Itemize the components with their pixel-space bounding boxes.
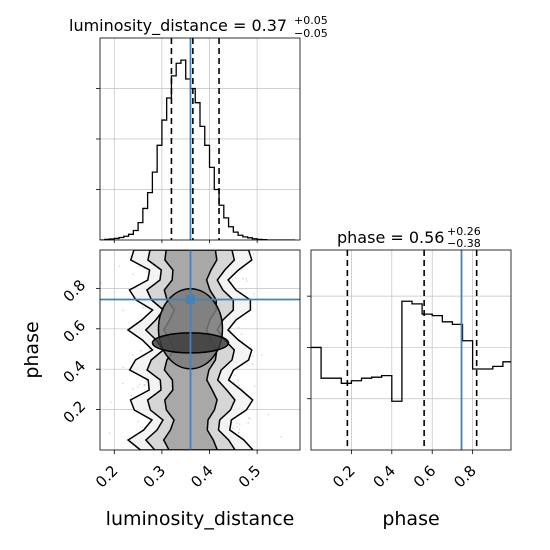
joint-scatter-point bbox=[238, 423, 241, 426]
hist-phase-panel: 0.2 0.4 0.6 0.8 phase = 0.56 +0.26 −0.38 bbox=[307, 225, 512, 491]
joint-scatter-point bbox=[131, 354, 134, 356]
joint-scatter-point bbox=[144, 383, 147, 386]
joint-xtick-label: 0.2 bbox=[92, 462, 122, 492]
joint-scatter-point bbox=[238, 384, 241, 387]
joint-frame bbox=[99, 249, 301, 451]
hist-phase-xtick-label: 0.8 bbox=[450, 462, 480, 492]
joint-scatter-point bbox=[233, 374, 236, 377]
joint-scatter-point bbox=[118, 265, 120, 267]
joint-scatter-point bbox=[253, 385, 256, 387]
joint-scatter-point bbox=[260, 354, 263, 357]
joint-scatter-point bbox=[139, 383, 141, 386]
joint-scatter-point bbox=[232, 427, 234, 430]
joint-scatter-point bbox=[251, 355, 254, 358]
joint-scatter-point bbox=[140, 349, 142, 352]
joint-scatter-point bbox=[131, 273, 134, 276]
joint-xticks: 0.2 0.3 0.4 0.5 bbox=[92, 450, 264, 491]
hist-phase-xticks: 0.2 0.4 0.6 0.8 bbox=[329, 450, 480, 491]
joint-scatter-point bbox=[130, 394, 133, 397]
joint-scatter-point bbox=[240, 333, 243, 335]
joint-scatter-point bbox=[136, 385, 139, 388]
joint-scatter-point bbox=[236, 425, 239, 428]
joint-ytick-label: 0.2 bbox=[60, 397, 90, 427]
joint-scatter-point bbox=[131, 388, 134, 391]
hist-phase-title: phase = 0.56 bbox=[337, 228, 444, 247]
joint-scatter-point bbox=[252, 253, 255, 255]
joint-luminosity-distance-phase-panel: 0.2 0.3 0.4 0.5 0.2 0.4 0.6 0.8 bbox=[60, 249, 301, 491]
hist-phase-xtick-label: 0.2 bbox=[329, 462, 359, 492]
joint-scatter-point bbox=[229, 329, 232, 332]
hist-luminosity-distance-yticks bbox=[96, 88, 258, 243]
joint-truth-marker bbox=[185, 294, 195, 304]
joint-scatter-point bbox=[237, 431, 240, 434]
joint-scatter-point bbox=[242, 277, 244, 280]
joint-scatter-point bbox=[253, 293, 255, 295]
x-axis-label-luminosity-distance: luminosity_distance bbox=[106, 508, 295, 530]
joint-scatter-point bbox=[252, 363, 254, 366]
joint-xtick-label: 0.4 bbox=[187, 462, 217, 492]
joint-scatter-point bbox=[145, 270, 148, 273]
joint-scatter-point bbox=[245, 278, 248, 280]
hist-luminosity-distance-panel: luminosity_distance = 0.37 +0.05 −0.05 bbox=[69, 14, 328, 243]
hist-luminosity-distance-step bbox=[100, 59, 296, 240]
joint-scatter-point bbox=[247, 421, 250, 424]
joint-scatter-point bbox=[237, 326, 240, 329]
joint-yticks: 0.2 0.4 0.6 0.8 bbox=[60, 276, 100, 427]
joint-ytick-label: 0.8 bbox=[60, 276, 90, 306]
joint-scatter-point bbox=[248, 416, 251, 419]
joint-scatter-point bbox=[231, 279, 234, 281]
joint-scatter-point bbox=[122, 366, 124, 369]
hist-phase-title-sub: −0.38 bbox=[447, 237, 481, 250]
hist-phase-xtick-label: 0.6 bbox=[410, 462, 440, 492]
joint-scatter-point bbox=[236, 422, 239, 424]
joint-scatter-point bbox=[248, 418, 251, 420]
hist-phase-step bbox=[311, 300, 511, 402]
hist-phase-yticks bbox=[307, 295, 311, 400]
hist-phase-grid bbox=[311, 250, 511, 450]
joint-scatter-point bbox=[110, 401, 112, 403]
joint-ytick-label: 0.4 bbox=[60, 357, 90, 387]
joint-scatter-point bbox=[250, 346, 253, 349]
y-axis-label-phase: phase bbox=[21, 321, 43, 378]
joint-scatter-point bbox=[137, 420, 139, 423]
joint-scatter-point bbox=[121, 382, 124, 385]
joint-scatter-point bbox=[100, 282, 102, 285]
joint-xtick-label: 0.5 bbox=[235, 462, 265, 492]
joint-scatter-point bbox=[246, 363, 249, 365]
joint-scatter-point bbox=[143, 384, 146, 387]
joint-xtick-label: 0.3 bbox=[140, 462, 170, 492]
x-axis-label-phase: phase bbox=[382, 508, 439, 530]
joint-ytick-label: 0.6 bbox=[60, 316, 90, 346]
joint-scatter-point bbox=[142, 307, 144, 309]
hist-luminosity-distance-title: luminosity_distance = 0.37 bbox=[69, 16, 287, 36]
joint-scatter-point bbox=[145, 380, 148, 382]
joint-scatter-point bbox=[245, 280, 248, 283]
hist-luminosity-distance-grid bbox=[100, 38, 300, 240]
hist-phase-title-sup: +0.26 bbox=[447, 225, 481, 238]
joint-scatter-point bbox=[267, 413, 270, 416]
joint-scatter-point bbox=[122, 309, 125, 312]
hist-luminosity-distance-title-sub: −0.05 bbox=[294, 27, 328, 40]
hist-phase-xtick-label: 0.4 bbox=[369, 462, 399, 492]
hist-luminosity-distance-title-sup: +0.05 bbox=[294, 14, 328, 27]
joint-scatter-point bbox=[237, 431, 240, 434]
joint-scatter-point bbox=[233, 381, 235, 384]
joint-scatter-point bbox=[238, 428, 241, 430]
joint-scatter-point bbox=[148, 347, 150, 350]
joint-scatter-point bbox=[234, 277, 237, 279]
joint-scatter-point bbox=[280, 436, 282, 438]
hist-phase-frame bbox=[310, 249, 512, 451]
joint-scatter-point bbox=[237, 379, 240, 381]
joint-scatter-point bbox=[108, 432, 111, 435]
